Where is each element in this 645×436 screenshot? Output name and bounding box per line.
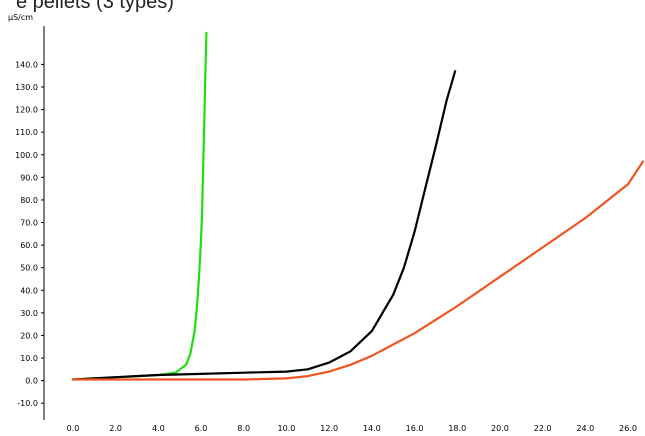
y-axis-ticks: -10.0 0.0 10.0 20.0 30.0 40.0 50.0 60.0 70.0 80.0… (15, 60, 44, 408)
y-tick-label: 40.0 (20, 286, 38, 295)
series-line-1 (71, 31, 208, 381)
y-tick-label: 120.0 (15, 106, 38, 115)
y-tick-label: 140.0 (15, 60, 38, 69)
series-line-3 (71, 160, 645, 381)
y-tick-label: 130.0 (15, 83, 38, 92)
x-tick-label: 2.0 (109, 424, 122, 433)
y-axis-unit-label: µS/cm (8, 13, 33, 22)
y-tick-label: -10.0 (17, 399, 38, 408)
y-tick-label: 60.0 (20, 241, 38, 250)
x-tick-label: 20.0 (491, 424, 509, 433)
x-axis-ticks: 0.0 2.0 4.0 6.0 8.0 10.0 12.0 14.0 16.0 18.0 20.0 2… (67, 424, 637, 433)
series-line-2 (71, 70, 457, 381)
y-tick-label: 90.0 (20, 173, 38, 182)
plot-area (71, 31, 645, 381)
y-tick-label: 0.0 (25, 377, 38, 386)
x-tick-label: 0.0 (67, 424, 80, 433)
x-tick-label: 22.0 (534, 424, 552, 433)
y-tick-label: 10.0 (20, 354, 38, 363)
y-tick-label: 70.0 (20, 219, 38, 228)
y-tick-label: 20.0 (20, 331, 38, 340)
y-tick-label: 100.0 (15, 151, 38, 160)
x-tick-label: 24.0 (576, 424, 594, 433)
x-tick-label: 26.0 (619, 424, 637, 433)
x-tick-label: 6.0 (195, 424, 208, 433)
y-tick-label: 80.0 (20, 196, 38, 205)
x-tick-label: 18.0 (448, 424, 466, 433)
x-tick-label: 8.0 (237, 424, 250, 433)
x-tick-label: 4.0 (152, 424, 165, 433)
y-tick-label: 110.0 (15, 128, 38, 137)
x-tick-label: 16.0 (406, 424, 424, 433)
y-tick-label: 30.0 (20, 309, 38, 318)
x-tick-label: 12.0 (320, 424, 338, 433)
x-tick-label: 10.0 (278, 424, 296, 433)
x-tick-label: 14.0 (363, 424, 381, 433)
chart-title: e pellets (3 types) (16, 0, 174, 13)
y-tick-label: 50.0 (20, 264, 38, 273)
